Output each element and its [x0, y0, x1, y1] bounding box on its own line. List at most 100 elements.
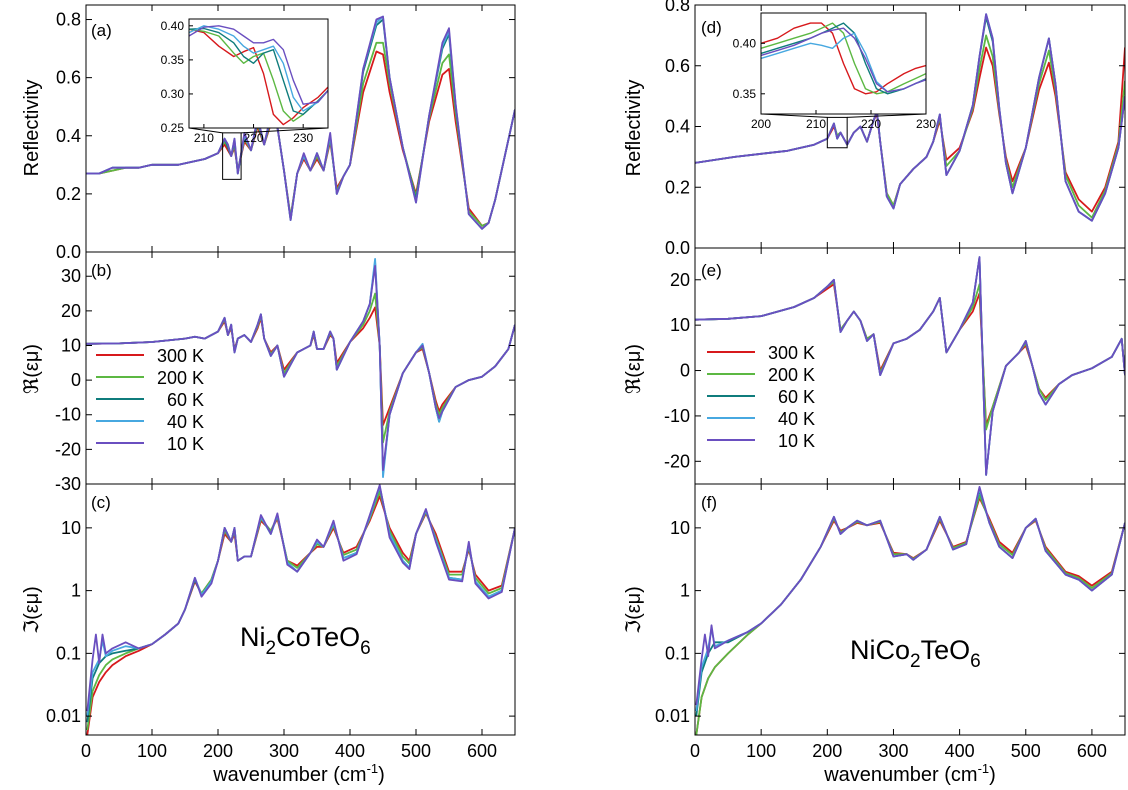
- plot-a: 0.0 0.2 0.4 0.6 0.8: [56, 4, 516, 262]
- y-tick-label-a: 0.2: [56, 184, 81, 204]
- legend-label: 200 K: [157, 368, 204, 388]
- panel-e-letter: (e): [701, 261, 722, 280]
- legend-label: 10 K: [167, 434, 204, 454]
- series-line-f-40k: [695, 487, 1125, 712]
- series-line-e-40k: [695, 256, 1125, 476]
- series-line-c-10k: [86, 484, 515, 712]
- series-line-f-200k: [695, 494, 1125, 735]
- axes-frame-b: [85, 251, 516, 485]
- y-tick-label-c: 0.1: [56, 643, 81, 663]
- zoom-connector-a: [241, 127, 329, 134]
- x-tick-label-c: 0: [81, 741, 91, 761]
- x-tick-label-c: 600: [467, 741, 497, 761]
- series-line-c-40k: [86, 485, 515, 717]
- x-tick-label-f: 300: [878, 741, 908, 761]
- series-line-b-60k: [86, 261, 515, 475]
- y-tick-label-a-inset: 0.25: [161, 121, 185, 135]
- x-tick-label-c: 300: [269, 741, 299, 761]
- series-line-a-inset-60k: [189, 27, 328, 116]
- series-line-e-10k: [695, 256, 1125, 476]
- panel-c-ylabel: ℑ(εμ): [21, 586, 43, 634]
- series-line-e-200k: [695, 281, 1125, 431]
- y-tick-label-a-inset: 0.30: [161, 87, 185, 101]
- y-tick-label-a-inset: 0.35: [161, 53, 185, 67]
- series-line-f-300k: [695, 497, 1125, 735]
- panel-e-ylabel: ℜ(εμ): [623, 344, 645, 394]
- series-line-b-200k: [86, 292, 515, 444]
- y-tick-label-f: 1: [680, 581, 690, 601]
- series-line-b-300k: [86, 306, 515, 426]
- y-tick-label-d-inset: 0.40: [733, 36, 757, 50]
- panel-f-letter: (f): [701, 493, 717, 512]
- series-line-d-inset-10k: [761, 27, 926, 93]
- panel-c: ℑ(εμ) (c) Ni2CoTeO6: [21, 493, 371, 659]
- series-line-d-10k: [695, 13, 1125, 222]
- series-line-b-10k: [86, 265, 515, 471]
- y-tick-label-e: -20: [664, 451, 690, 471]
- x-tick-label-d-inset: 230: [916, 117, 936, 131]
- axes-frame-e: [694, 247, 1126, 485]
- y-tick-label-d: 0.4: [665, 117, 690, 137]
- axes-frame-a-inset: [188, 18, 329, 129]
- x-tick-label-f: 500: [1011, 741, 1041, 761]
- series-line-c-200k: [86, 490, 515, 731]
- x-tick-label-d-inset: 200: [751, 117, 771, 131]
- y-tick-label-b: -20: [55, 439, 81, 459]
- x-tick-label-c: 400: [335, 741, 365, 761]
- panel-f: ℑ(εμ) (f) NiCo2TeO6: [623, 493, 981, 672]
- x-tick-label-c: 200: [203, 741, 233, 761]
- x-tick-label-a-inset: 220: [244, 131, 264, 145]
- y-tick-label-d: 0.2: [665, 177, 690, 197]
- compound-label-right: NiCo2TeO6: [850, 635, 981, 672]
- series-line-c-60k: [86, 486, 515, 723]
- x-tick-label-a-inset: 230: [293, 131, 313, 145]
- y-tick-label-e: 20: [670, 270, 690, 290]
- panel-a-letter: (a): [91, 21, 112, 40]
- series-line-f-10k: [695, 486, 1125, 706]
- x-tick-label-a-inset: 210: [194, 131, 214, 145]
- series-line-c-300k: [86, 495, 515, 735]
- panel-f-ylabel: ℑ(εμ): [623, 586, 645, 634]
- panel-b-letter: (b): [91, 261, 112, 280]
- x-axis-title-left: wavenumber (cm-1): [212, 761, 385, 786]
- x-tick-label-f: 0: [690, 741, 700, 761]
- y-tick-label-c: 10: [61, 518, 81, 538]
- y-tick-label-f: 0.1: [665, 643, 690, 663]
- plot-e: -20 -10 0 10 20: [664, 247, 1126, 485]
- series-line-d-inset-300k: [761, 22, 926, 95]
- y-tick-label-f: 10: [670, 518, 690, 538]
- y-tick-label-d: 0.8: [665, 0, 690, 15]
- x-tick-label-f: 200: [812, 741, 842, 761]
- x-tick-label-f: 400: [945, 741, 975, 761]
- y-tick-label-b: 10: [61, 335, 81, 355]
- y-tick-label-e: 0: [680, 361, 690, 381]
- y-tick-label-a-inset: 0.40: [161, 19, 185, 33]
- y-tick-label-a: 0.4: [56, 126, 81, 146]
- y-tick-label-b: -10: [55, 405, 81, 425]
- y-tick-label-e: -10: [664, 406, 690, 426]
- y-tick-label-f: 0.01: [655, 706, 690, 726]
- series-line-a-inset-40k: [189, 25, 328, 112]
- series-line-e-60k: [695, 256, 1125, 476]
- x-tick-label-c: 500: [401, 741, 431, 761]
- panel-b: ℜ(εμ) (b): [21, 261, 112, 394]
- plot-layer: 0.00.20.40.60.8-30-20-1001020300.010.111…: [46, 0, 1126, 761]
- legend-label: 200 K: [768, 365, 815, 385]
- x-tick-label-d-inset: 220: [861, 117, 881, 131]
- axes-frame-f: [694, 483, 1126, 736]
- panel-d: Reflectivity (d): [623, 18, 722, 176]
- x-tick-label-c: 100: [137, 741, 167, 761]
- panel-a: Reflectivity (a): [21, 21, 112, 176]
- x-tick-label-d-inset: 210: [806, 117, 826, 131]
- y-tick-label-c: 0.01: [46, 706, 81, 726]
- legend-label: 300 K: [768, 343, 815, 363]
- series-line-d-inset-200k: [761, 22, 926, 95]
- series-line-a-10k: [86, 15, 515, 230]
- series-line-a-inset-10k: [189, 25, 328, 105]
- legend-label: 40 K: [167, 412, 204, 432]
- legend-label: 10 K: [778, 431, 815, 451]
- y-tick-label-d-inset: 0.35: [733, 87, 757, 101]
